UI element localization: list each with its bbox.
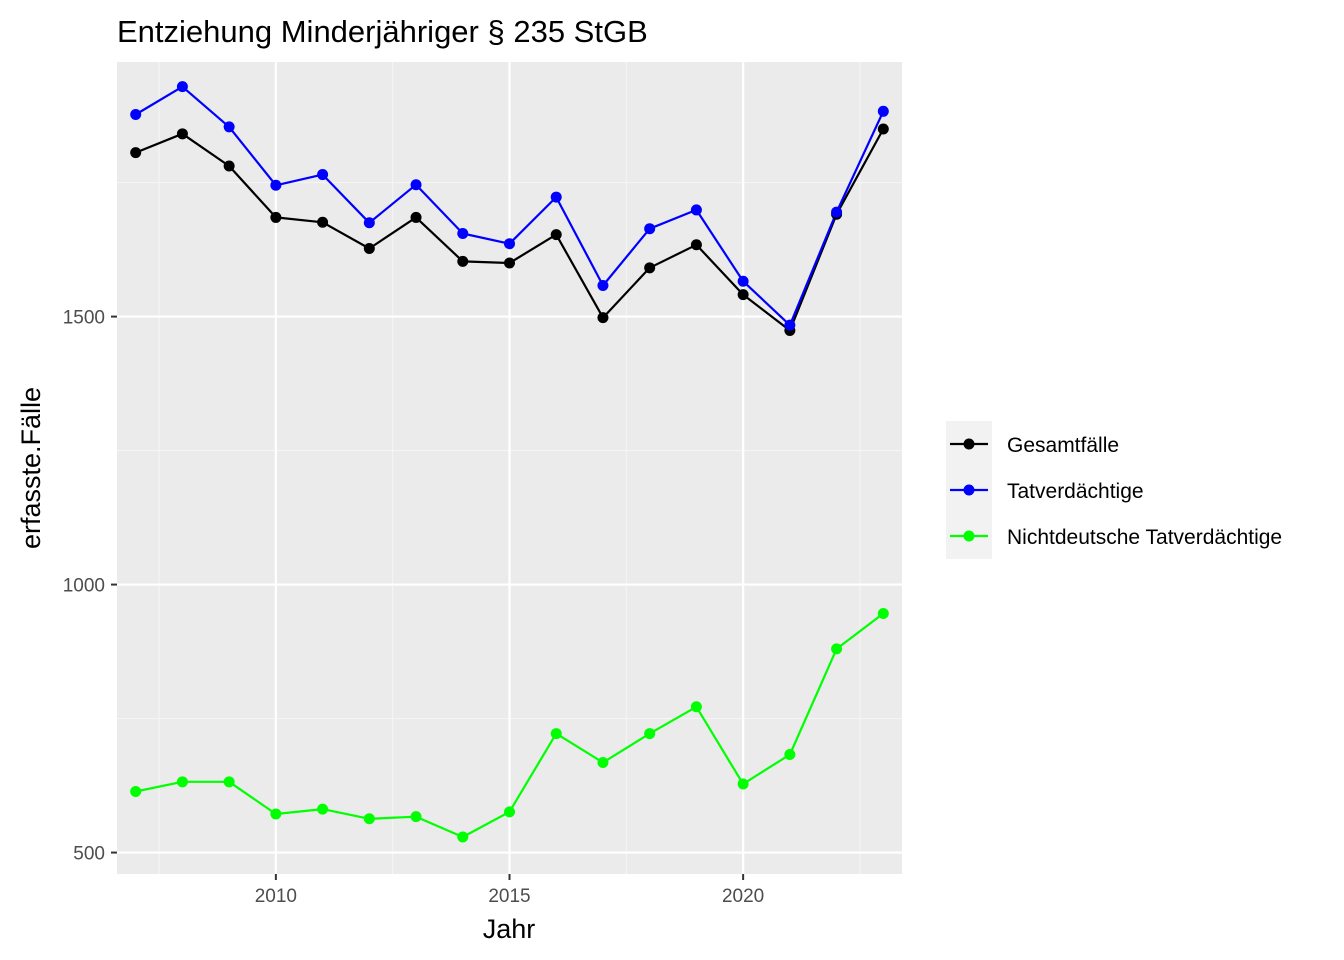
data-point-nichtdeutsche-tatverdächtige	[831, 643, 843, 655]
data-point-gesamtfälle	[317, 216, 329, 228]
data-point-tatverdächtige	[644, 223, 656, 235]
legend: Gesamtfälle Tatverdächtige Nichtdeutsche T…	[946, 421, 1282, 559]
y-tick-label: 500	[73, 844, 105, 865]
x-tick-label: 2010	[255, 886, 297, 907]
y-tick-label: 1000	[63, 576, 105, 597]
data-point-tatverdächtige	[270, 179, 282, 191]
legend-key-point-gesamtfälle	[963, 438, 975, 450]
data-point-tatverdächtige	[737, 275, 749, 287]
data-point-nichtdeutsche-tatverdächtige	[457, 831, 469, 843]
data-point-tatverdächtige	[363, 217, 375, 229]
data-point-gesamtfälle	[457, 255, 469, 267]
data-point-nichtdeutsche-tatverdächtige	[644, 728, 656, 740]
data-point-gesamtfälle	[363, 243, 375, 255]
y-tick-label: 1500	[63, 308, 105, 329]
data-point-gesamtfälle	[644, 262, 656, 274]
data-point-nichtdeutsche-tatverdächtige	[550, 728, 562, 740]
data-point-tatverdächtige	[784, 319, 796, 331]
data-point-nichtdeutsche-tatverdächtige	[223, 776, 235, 788]
data-point-tatverdächtige	[550, 191, 562, 203]
legend-label-nichtdeutsche-tatverdächtige: Nichtdeutsche Tatverdächtige	[1007, 526, 1282, 549]
data-point-gesamtfälle	[550, 229, 562, 241]
data-point-tatverdächtige	[504, 238, 515, 250]
data-point-nichtdeutsche-tatverdächtige	[270, 808, 282, 820]
legend-label-tatverdächtige: Tatverdächtige	[1007, 480, 1144, 503]
data-point-tatverdächtige	[690, 204, 702, 216]
x-axis: 2010 2015 2020	[255, 874, 764, 907]
data-point-nichtdeutsche-tatverdächtige	[784, 748, 796, 760]
y-axis-title: erfasste.Fälle	[16, 387, 46, 549]
data-point-tatverdächtige	[877, 105, 889, 117]
data-point-nichtdeutsche-tatverdächtige	[597, 757, 609, 769]
x-tick-label: 2015	[488, 886, 530, 907]
data-point-nichtdeutsche-tatverdächtige	[317, 803, 329, 815]
data-point-tatverdächtige	[130, 109, 142, 121]
data-point-tatverdächtige	[317, 169, 329, 181]
data-point-tatverdächtige	[176, 81, 188, 93]
data-point-tatverdächtige	[831, 206, 843, 218]
legend-key-point-nichtdeutsche-tatverdächtige	[963, 530, 975, 542]
data-point-nichtdeutsche-tatverdächtige	[410, 811, 422, 823]
data-point-gesamtfälle	[690, 239, 702, 251]
data-point-gesamtfälle	[504, 257, 515, 269]
chart-title: Entziehung Minderjähriger § 235 StGB	[117, 14, 648, 49]
data-point-tatverdächtige	[223, 121, 235, 133]
data-point-nichtdeutsche-tatverdächtige	[363, 813, 375, 825]
legend-label-gesamtfälle: Gesamtfälle	[1007, 434, 1119, 457]
data-point-gesamtfälle	[270, 211, 282, 223]
data-point-tatverdächtige	[457, 228, 469, 240]
series-points	[130, 81, 889, 843]
data-point-tatverdächtige	[597, 280, 609, 292]
data-point-nichtdeutsche-tatverdächtige	[737, 778, 749, 790]
data-point-tatverdächtige	[410, 179, 422, 191]
data-point-nichtdeutsche-tatverdächtige	[690, 701, 702, 713]
data-point-gesamtfälle	[223, 160, 235, 172]
x-tick-label: 2020	[722, 886, 764, 907]
data-point-gesamtfälle	[737, 289, 749, 301]
major-gridlines	[117, 62, 902, 874]
legend-key-point-tatverdächtige	[963, 484, 975, 496]
data-point-nichtdeutsche-tatverdächtige	[176, 776, 188, 788]
data-point-nichtdeutsche-tatverdächtige	[877, 608, 889, 620]
x-axis-title: Jahr	[483, 914, 536, 944]
data-point-gesamtfälle	[597, 312, 609, 324]
data-point-gesamtfälle	[176, 128, 188, 140]
y-axis: 500 1000 1500	[63, 308, 117, 865]
data-point-nichtdeutsche-tatverdächtige	[130, 785, 142, 797]
data-point-gesamtfälle	[130, 147, 142, 159]
data-point-gesamtfälle	[877, 123, 889, 135]
data-point-nichtdeutsche-tatverdächtige	[504, 806, 515, 818]
data-point-gesamtfälle	[410, 211, 422, 223]
